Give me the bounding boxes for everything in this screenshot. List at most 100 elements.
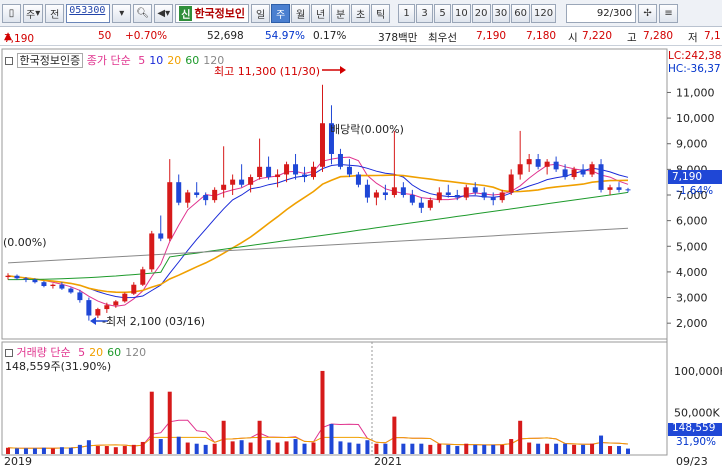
volume-bar xyxy=(77,444,82,454)
candle-body xyxy=(598,164,604,190)
ma-line-60 xyxy=(8,191,629,281)
chart-canvas[interactable]: 11,00010,0009,0008,0007,0006,0005,0004,0… xyxy=(0,46,722,468)
candle-body xyxy=(364,184,370,198)
volume-bar xyxy=(491,444,496,454)
period-tab-6[interactable]: 틱 xyxy=(371,3,391,23)
interval-button-30[interactable]: 30 xyxy=(491,3,511,23)
volume-current-box xyxy=(668,423,722,436)
volume-bar xyxy=(302,443,307,454)
candle-body xyxy=(149,233,155,270)
volume-bar xyxy=(230,441,235,454)
interval-button-3[interactable]: 3 xyxy=(416,3,434,23)
candle-body xyxy=(41,282,47,287)
dropdown-icon[interactable]: ▾ xyxy=(112,3,132,23)
price-legend: 한국정보인증 종가 단순 5 10 20 60 120 xyxy=(5,52,224,68)
chart-settings-icon[interactable]: ≡ xyxy=(659,3,679,23)
volume-bar xyxy=(545,443,550,454)
volume-bar xyxy=(266,440,271,454)
quote-button[interactable]: 전 xyxy=(45,3,65,23)
volume-bar xyxy=(410,443,415,454)
current-pct-label: -1.64% xyxy=(676,185,714,197)
candle-body xyxy=(535,159,541,167)
low-annotation: -최저 2,100 (03/16) xyxy=(102,315,205,328)
best-bid: 7,180 xyxy=(526,30,557,42)
volume-bar xyxy=(473,444,478,454)
volume-bar xyxy=(347,442,352,454)
volume-bar xyxy=(140,441,145,454)
volume-bar xyxy=(518,420,523,454)
volume-bars xyxy=(6,370,630,454)
volume-ma-period-5: 5 xyxy=(78,346,86,359)
volume-bar xyxy=(329,423,334,454)
trade-amount: 378백만 xyxy=(378,32,418,44)
candle-body xyxy=(418,202,424,208)
ma-periods: 5 10 20 60 120 xyxy=(134,54,224,67)
interval-button-60[interactable]: 60 xyxy=(511,3,530,23)
ex-dividend-annotation: 배당락(0.00%) xyxy=(330,123,404,136)
volume-bar xyxy=(113,447,118,454)
interval-button-10[interactable]: 10 xyxy=(452,3,471,23)
period-tab-4[interactable]: 분 xyxy=(331,3,351,23)
period-tab-3[interactable]: 년 xyxy=(311,3,331,23)
volume-bar xyxy=(608,446,613,454)
price-panel-title: 한국정보인증 xyxy=(16,53,84,68)
candle-body xyxy=(553,161,559,170)
ma-line-120 xyxy=(7,227,629,264)
period-tab-5[interactable]: 초 xyxy=(351,3,371,23)
chart-area[interactable]: 11,000 10,000 9,000 8,000 7,000 6,000 5,000 4,0… xyxy=(0,46,722,468)
hc-label: HC:-36,37 xyxy=(668,63,721,75)
volume-ma-line-20 xyxy=(7,436,629,449)
volume-bar xyxy=(104,446,109,454)
x-label-2019: 2019 xyxy=(4,455,32,468)
ma-period-10: 10 xyxy=(149,54,164,67)
volume-bar xyxy=(617,446,622,454)
period-tab-1[interactable]: 주 xyxy=(271,3,291,23)
x-label-last: 09/23 xyxy=(676,455,708,468)
stock-name: 신 한국정보인 xyxy=(175,3,250,23)
candle-body xyxy=(104,305,110,310)
volume-bar xyxy=(95,446,100,454)
volume-panel-menu-icon[interactable] xyxy=(5,349,13,357)
count-input[interactable]: 92/300 xyxy=(566,3,637,23)
sin-badge: 신 xyxy=(179,5,193,21)
market-select-label: 주 xyxy=(26,9,36,21)
candle-body xyxy=(284,164,290,175)
speaker-icon[interactable]: ◀▾ xyxy=(154,3,174,23)
volume-bar xyxy=(86,440,91,454)
volume-bar xyxy=(338,441,343,454)
volume-bar xyxy=(563,443,568,454)
grid-settings-icon[interactable]: ✢ xyxy=(638,3,658,23)
period-tab-2[interactable]: 월 xyxy=(291,3,311,23)
interval-button-5[interactable]: 5 xyxy=(434,3,452,23)
volume-bar xyxy=(482,444,487,454)
candle-body xyxy=(131,284,137,294)
interval-button-20[interactable]: 20 xyxy=(471,3,491,23)
candle-body xyxy=(580,169,586,175)
volume-bar xyxy=(527,442,532,454)
candle-body xyxy=(427,200,433,208)
left-pct-annotation: (0.00%) xyxy=(3,236,47,249)
interval-button-120[interactable]: 120 xyxy=(530,3,557,23)
volume-ma-lines xyxy=(7,419,629,449)
panel-menu-icon[interactable] xyxy=(5,57,13,65)
volume-bar xyxy=(392,416,397,454)
window-icon[interactable]: ▯ xyxy=(2,3,21,23)
search-icon[interactable]: 🔍︎ xyxy=(133,3,153,23)
market-select[interactable]: 주 ▾ xyxy=(23,3,44,23)
period-tab-0[interactable]: 일 xyxy=(251,3,271,23)
volume-bar xyxy=(176,436,181,454)
candle-body xyxy=(319,123,325,167)
volume-bar xyxy=(185,442,190,454)
candle-body xyxy=(32,279,38,283)
y-tick-1: 10,000 xyxy=(676,112,715,125)
volume-bar xyxy=(572,444,577,454)
volume-ma-period-120: 120 xyxy=(125,346,147,359)
volume-bar xyxy=(437,443,442,454)
candle-body xyxy=(355,174,361,185)
stock-code-input[interactable]: 053300 xyxy=(66,3,111,23)
current-price-box xyxy=(668,170,722,184)
volume-bar xyxy=(356,443,361,454)
volume-bar xyxy=(581,444,586,454)
interval-button-1[interactable]: 1 xyxy=(398,3,416,23)
y-tick-2: 9,000 xyxy=(676,138,708,151)
